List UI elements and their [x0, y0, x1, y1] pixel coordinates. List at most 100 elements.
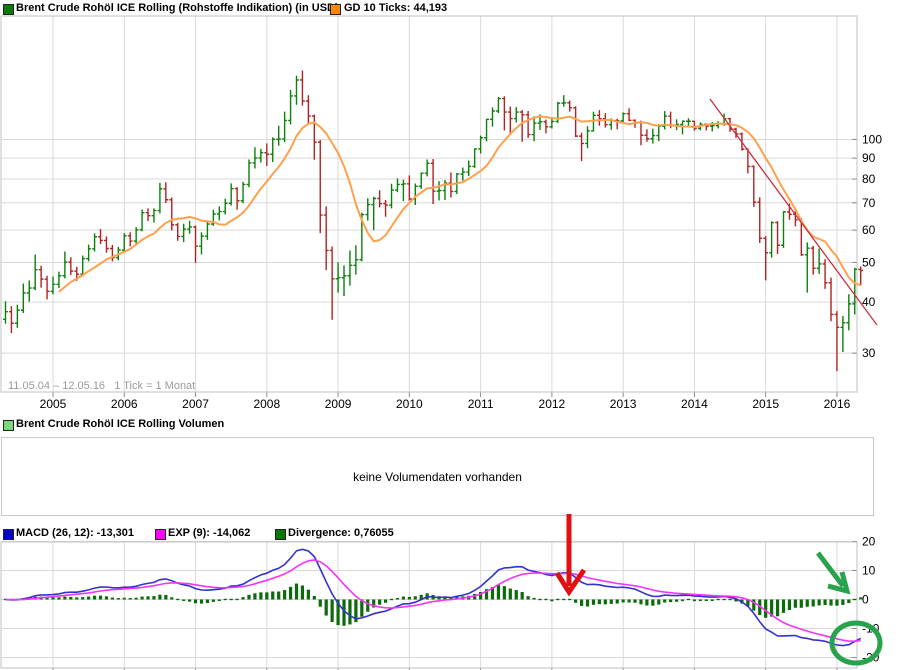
divergence-bar — [27, 598, 31, 600]
ohlc-bar — [472, 148, 478, 168]
axis-label: 2014 — [681, 397, 708, 411]
divergence-bar — [793, 599, 797, 608]
divergence-bar — [704, 599, 708, 602]
ohlc-bar — [193, 225, 198, 263]
ohlc-bar — [501, 96, 507, 131]
volume-panel[interactable]: keine Volumendaten vorhanden — [1, 437, 874, 516]
divergence-bar — [401, 596, 406, 600]
divergence-bar — [247, 594, 251, 600]
ohlc-bar — [3, 301, 8, 324]
divergence-bar — [455, 596, 459, 600]
ohlc-bar — [460, 167, 466, 181]
divergence-bar — [680, 599, 685, 602]
ohlc-bar — [507, 106, 513, 136]
ohlc-bar — [222, 198, 228, 215]
ohlc-bar — [56, 271, 62, 289]
divergence-bar — [508, 588, 512, 600]
divergence-bar — [33, 596, 37, 600]
ohlc-bar — [739, 132, 745, 151]
axis-label: 40 — [862, 295, 876, 309]
divergence-legend-swatch — [275, 529, 286, 540]
ohlc-bar — [32, 254, 38, 291]
divergence-bar — [81, 597, 85, 600]
divergence-bar — [627, 599, 631, 603]
axis-label: 0 — [862, 592, 869, 606]
ohlc-bar — [828, 277, 834, 322]
divergence-bar — [98, 595, 103, 600]
axis-label: 2011 — [468, 397, 494, 411]
divergence-bar — [324, 599, 328, 616]
ohlc-bar — [371, 196, 377, 231]
divergence-bar — [847, 599, 851, 604]
ohlc-bar — [246, 159, 252, 188]
macd-line — [5, 548, 862, 647]
ohlc-bar — [377, 190, 383, 208]
ohlc-bar — [9, 306, 14, 334]
divergence-bar — [574, 599, 578, 603]
ohlc-bar — [187, 220, 192, 234]
divergence-bar — [75, 597, 79, 600]
date-range-label: 11.05.04 – 12.05.16 1 Tick = 1 Monat — [8, 380, 196, 392]
ohlc-bar — [38, 265, 44, 288]
ohlc-bar — [353, 245, 359, 275]
ohlc-bar — [418, 172, 424, 189]
divergence-bar — [829, 599, 833, 606]
ohlc-bar — [442, 179, 448, 200]
divergence-bar — [342, 599, 346, 626]
gd-legend-swatch — [330, 4, 341, 15]
ohlc-bar — [703, 123, 709, 131]
divergence-bar — [176, 598, 180, 601]
ohlc-bar — [44, 275, 50, 300]
divergence-bar — [395, 597, 400, 600]
ohlc-bar — [115, 246, 121, 261]
divergence-bar — [692, 599, 697, 602]
divergence-bar — [609, 599, 613, 604]
green-arrow-annotation — [816, 551, 845, 588]
ohlc-bar — [858, 266, 864, 286]
divergence-bar — [39, 596, 43, 600]
divergence-bar — [104, 596, 109, 600]
ohlc-bar — [798, 218, 804, 256]
ohlc-series — [3, 70, 864, 372]
divergence-bar — [544, 598, 548, 601]
ohlc-bar — [383, 199, 388, 217]
ohlc-bar — [282, 111, 288, 143]
ohlc-bar — [145, 208, 151, 222]
ohlc-bar — [139, 209, 145, 232]
divergence-bar — [182, 599, 186, 601]
ohlc-bar — [614, 118, 620, 130]
ohlc-bar — [109, 244, 115, 262]
ohlc-bar — [519, 110, 525, 142]
axis-label: 100 — [862, 132, 882, 146]
user-annotations — [554, 98, 883, 666]
divergence-bar — [538, 598, 542, 601]
ohlc-bar — [133, 227, 139, 244]
ohlc-bar — [608, 118, 614, 130]
divergence-bar — [354, 599, 358, 623]
divergence-bar — [140, 596, 144, 600]
divergence-bar — [306, 589, 310, 600]
ohlc-bar — [484, 118, 489, 142]
divergence-bar — [330, 599, 334, 623]
ohlc-bar — [323, 206, 329, 271]
divergence-bar — [425, 593, 429, 600]
ohlc-bar — [555, 101, 561, 123]
gd-moving-average-line — [58, 115, 861, 293]
series-legend-swatch — [3, 4, 14, 15]
divergence-bar — [556, 598, 560, 601]
axis-label: 70 — [862, 196, 876, 210]
ohlc-bar — [537, 114, 543, 130]
ohlc-bar — [674, 119, 679, 131]
ohlc-bar — [745, 148, 751, 174]
divergence-bar — [87, 596, 91, 600]
ohlc-bar — [288, 90, 293, 125]
ohlc-bar — [715, 121, 721, 129]
divergence-bar — [496, 584, 501, 600]
ohlc-bar — [341, 265, 347, 296]
ohlc-bar — [709, 121, 715, 132]
axis-label: 2005 — [40, 397, 67, 411]
divergence-bar — [134, 597, 138, 600]
ohlc-bar — [781, 211, 786, 248]
